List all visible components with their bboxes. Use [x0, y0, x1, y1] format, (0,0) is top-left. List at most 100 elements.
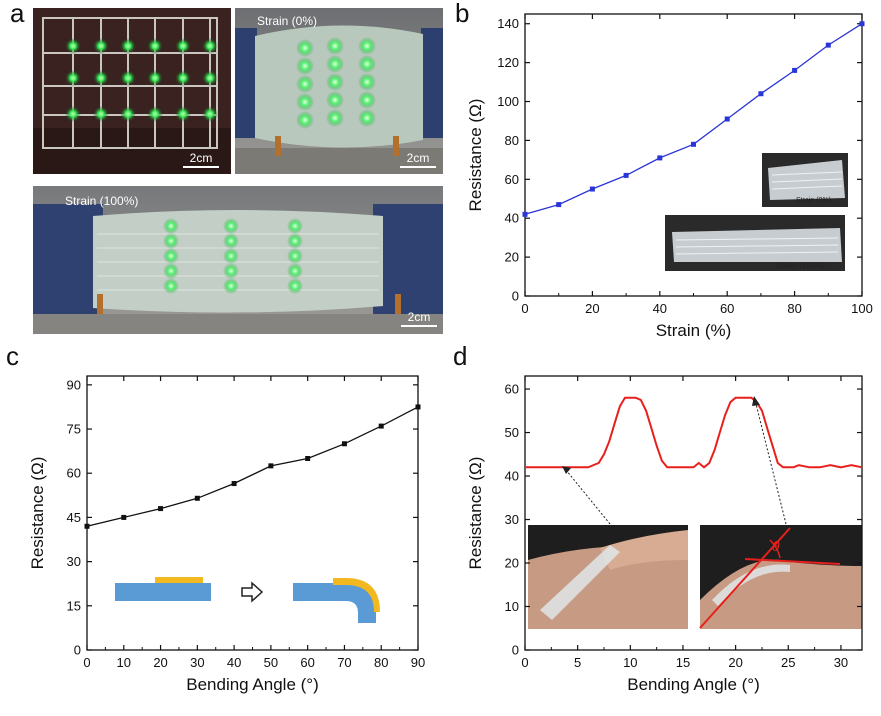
chart-b-point: [623, 172, 629, 178]
chart-b-point: [758, 91, 764, 97]
chart-b-xlabel: Strain (%): [656, 321, 732, 340]
chart-d-xtick-label: 15: [676, 655, 690, 670]
chart-c-point: [231, 481, 237, 487]
pointer-arrow-1: [565, 469, 611, 525]
chart-c-point: [415, 404, 421, 410]
chart-b-point: [589, 186, 595, 192]
chart-d-plot: 0 5 10 15 20 25 30 0 10 20 30 40 50 60 Bending Angle (…: [466, 375, 863, 694]
chart-c-xtick-label: 80: [374, 655, 388, 670]
chart-b-ytick-label: 60: [505, 172, 519, 187]
chart-c-series-line: [86, 406, 419, 527]
photo-strain-0-label: Strain (0%): [257, 14, 318, 28]
chart-c-point: [341, 441, 347, 447]
chart-b-ytick-label: 140: [497, 16, 519, 31]
photo-strain-100-label: Strain (100%): [65, 194, 139, 208]
panel-label-c: c: [6, 341, 19, 371]
chart-c-point: [268, 463, 274, 469]
chart-c-plot: 0 10 20 30 40 50 60 70 80 90 0 15 30 45 60 75 90 Bending …: [28, 375, 425, 694]
scale-bar-2-line: [400, 166, 436, 168]
chart-b-ytick-label: 0: [512, 289, 519, 304]
chart-c-xtick-label: 70: [337, 655, 351, 670]
chart-b-xtick-label: 60: [720, 301, 734, 316]
scale-bar-2-label: 2cm: [406, 151, 430, 165]
chart-c-xtick-label: 20: [153, 655, 167, 670]
panel-label-b: b: [455, 0, 470, 28]
chart-d-ytick-label: 0: [512, 643, 519, 658]
chart-d-xtick-label: 20: [728, 655, 742, 670]
chart-d-ytick-label: 30: [505, 512, 519, 527]
chart-c-point: [378, 423, 384, 429]
chart-b-xtick-label: 40: [653, 301, 667, 316]
chart-c-xtick-label: 10: [117, 655, 131, 670]
chart-c-point: [305, 455, 311, 461]
chart-b-frame: [524, 13, 863, 297]
photo-strain-0: Strain (0%) 2cm: [235, 8, 443, 174]
pointer-arrow-1-head: [562, 466, 571, 474]
chart-b-xtick-label: 100: [851, 301, 873, 316]
chart-c-xtick-label: 0: [83, 655, 90, 670]
chart-c-point: [84, 523, 90, 529]
chart-c-frame: [86, 375, 419, 651]
chart-c-xlabel: Bending Angle (°): [186, 675, 319, 694]
chart-d-ytick-label: 60: [505, 382, 519, 397]
chart-c-point: [121, 514, 127, 520]
chart-b-ytick-label: 20: [505, 250, 519, 265]
chart-c-ytick-label: 45: [67, 510, 81, 525]
chart-d-xtick-label: 5: [574, 655, 581, 670]
chart-b-ytick-label: 120: [497, 55, 519, 70]
photo-strain-100: Strain (100%) 2cm: [33, 186, 443, 334]
chart-d-ytick-label: 20: [505, 556, 519, 571]
chart-b-xtick-label: 0: [521, 301, 528, 316]
scale-bar-1-label: 2cm: [189, 151, 213, 165]
chart-d-ytick-label: 40: [505, 469, 519, 484]
chart-d-xtick-label: 30: [834, 655, 848, 670]
chart-c-xtick-label: 50: [264, 655, 278, 670]
photo-led-grid: 2cm: [33, 8, 231, 174]
chart-d-xtick-label: 0: [521, 655, 528, 670]
chart-c-ytick-label: 90: [67, 377, 81, 392]
chart-b-ytick-label: 100: [497, 94, 519, 109]
chart-d-xtick-label: 10: [623, 655, 637, 670]
chart-d-ylabel: Resistance (Ω): [466, 457, 485, 570]
chart-c-ytick-label: 0: [74, 643, 81, 658]
chart-d-xlabel: Bending Angle (°): [627, 675, 760, 694]
chart-b-point: [724, 116, 730, 122]
chart-c-ytick-label: 75: [67, 422, 81, 437]
chart-c-point: [158, 506, 164, 512]
chart-b-point: [691, 141, 696, 147]
chart-d-xtick-label: 25: [781, 655, 795, 670]
chart-c-xtick-label: 30: [190, 655, 204, 670]
scale-bar-3-label: 2cm: [407, 310, 431, 324]
chart-b-point: [825, 42, 831, 48]
chart-c-ytick-label: 60: [67, 466, 81, 481]
chart-c-ytick-label: 30: [67, 554, 81, 569]
chart-c-ylabel: Resistance (Ω): [28, 457, 47, 570]
scale-bar-3-line: [401, 325, 437, 327]
scale-bar-1: 2cm: [183, 151, 219, 168]
chart-b-point: [859, 21, 865, 27]
scale-bar-3: 2cm: [401, 310, 437, 327]
chart-d-series-line: [525, 396, 863, 469]
photo-strain-100-image: [33, 186, 443, 334]
chart-d-frame: [524, 375, 863, 651]
panel-label-a: a: [10, 0, 25, 28]
photo-strain-0-image: [235, 8, 443, 174]
chart-b-plot: 0 20 40 60 80 100 0 20 40 60 80 100 120 140 Strain (%)…: [466, 13, 873, 340]
chart-b-series-line: [524, 23, 863, 215]
chart-c-xtick-label: 40: [227, 655, 241, 670]
chart-b-ytick-label: 40: [505, 211, 519, 226]
chart-d-ytick-label: 10: [505, 599, 519, 614]
chart-b-point: [522, 211, 528, 217]
scale-bar-1-line: [183, 166, 219, 168]
pointer-arrow-2: [755, 403, 787, 525]
chart-d-pointers: [562, 396, 787, 525]
chart-c-xtick-label: 90: [411, 655, 425, 670]
chart-b-point: [556, 202, 562, 208]
chart-b-ylabel: Resistance (Ω): [466, 99, 485, 212]
chart-b-xtick-label: 20: [585, 301, 599, 316]
chart-d-ytick-label: 50: [505, 425, 519, 440]
chart-c-xtick-label: 60: [300, 655, 314, 670]
chart-b-ytick-label: 80: [505, 133, 519, 148]
chart-c-ytick-label: 15: [67, 598, 81, 613]
